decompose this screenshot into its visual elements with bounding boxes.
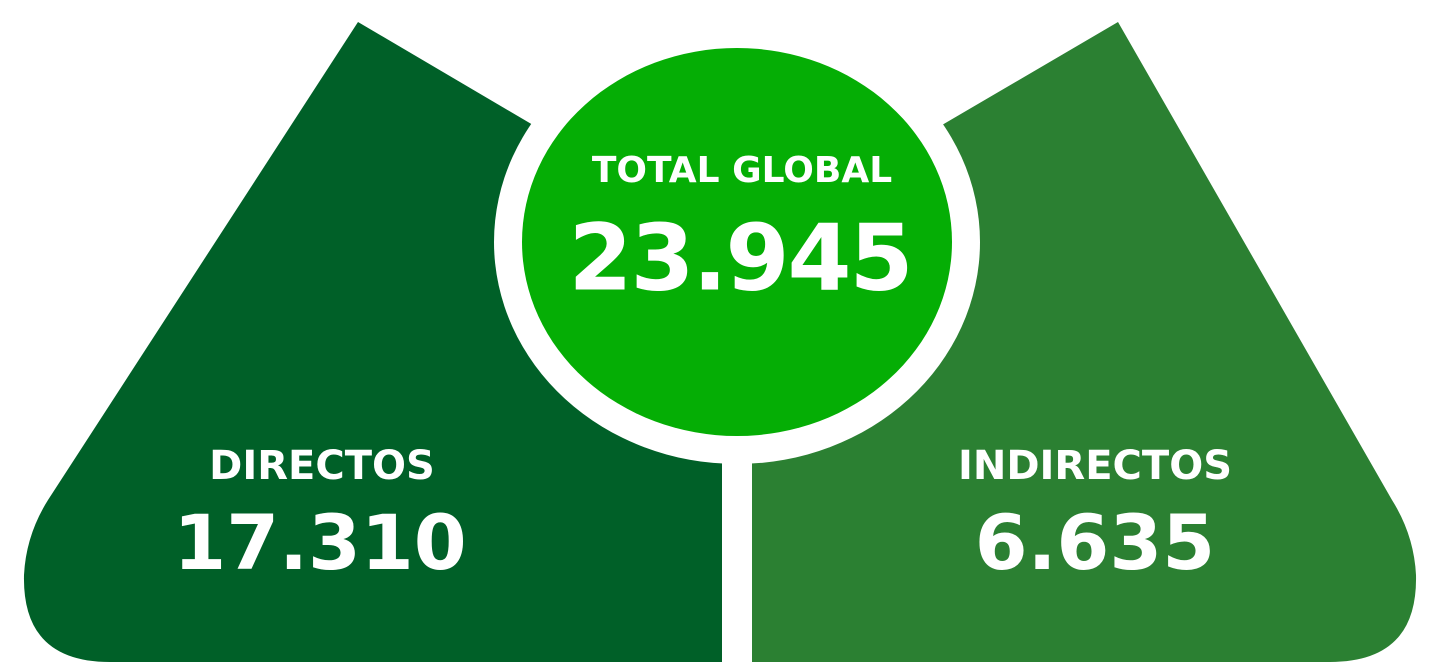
total-label: TOTAL GLOBAL (592, 150, 892, 191)
left-value: 17.310 (173, 498, 466, 587)
center-circle (522, 48, 952, 436)
right-label: INDIRECTOS (958, 443, 1232, 489)
total-value: 23.945 (568, 204, 911, 311)
left-label: DIRECTOS (209, 443, 435, 489)
right-value: 6.635 (975, 498, 1215, 587)
